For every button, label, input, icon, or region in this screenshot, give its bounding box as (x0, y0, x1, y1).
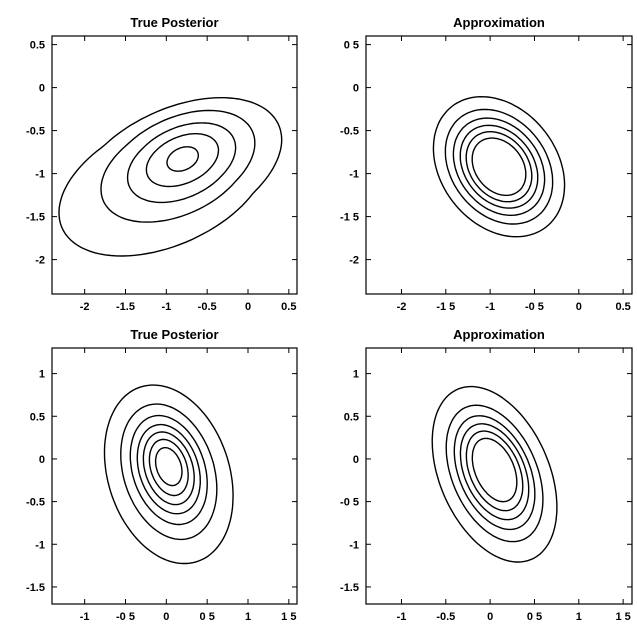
contour-line (58, 96, 283, 257)
contour-panel: True Posterior -2 -1.5 -1 -0.5 0 0.5 0.5 0 -0.5 -1… (26, 15, 298, 313)
axes-frame (365, 35, 633, 295)
x-tick-label: -1 (485, 301, 495, 313)
y-tick-label: -1 (35, 169, 45, 181)
y-tick-label: 1 (39, 369, 45, 381)
contour-line (471, 437, 518, 503)
x-tick-label: -0 5 (525, 301, 544, 313)
contour-line (136, 423, 202, 515)
y-tick-label: 1 (353, 369, 359, 381)
y-tick-label: -1.5 (26, 582, 45, 594)
contour-line (120, 403, 218, 541)
contour-panel: True Posterior -1 -0 5 0 0 5 1 1 5 1 0.5 0 -0.5 -1 -… (26, 327, 298, 623)
y-tick-label: -1 5 (340, 212, 359, 224)
contour-line (445, 404, 544, 543)
contour-line (431, 385, 558, 563)
contour-line (465, 430, 524, 512)
contour-line (452, 117, 546, 217)
x-tick-label: 1 5 (281, 611, 296, 623)
y-tick-label: -2 (349, 255, 359, 267)
y-tick-label: -1 (35, 539, 45, 551)
panel-title: Approximation (453, 327, 545, 342)
contour-line (148, 438, 189, 497)
y-tick-label: -0.5 (340, 126, 359, 138)
x-tick-label: 0 5 (200, 611, 215, 623)
contour-line (459, 124, 539, 209)
y-tick-label: 0 (39, 83, 45, 95)
y-tick-label: -0 5 (340, 497, 359, 509)
x-tick-label: -2 (80, 301, 90, 313)
contour-line (444, 108, 554, 225)
x-tick-label: 0 (487, 611, 493, 623)
y-tick-label: -2 (35, 255, 45, 267)
y-tick-label: 0.5 (30, 40, 45, 52)
contour-line (100, 109, 256, 223)
y-tick-label: -1 (349, 169, 359, 181)
contour-line (432, 95, 566, 238)
contour-line (103, 384, 234, 565)
y-tick-label: -1.5 (340, 582, 359, 594)
contour-line (459, 423, 530, 521)
contour-panel: Approximation -2 -1 5 -1 -0 5 0 0.5 0 5 0 -0.5 -1 -… (340, 15, 633, 313)
axes-frame (365, 347, 633, 605)
contour-line (145, 132, 220, 188)
contour-line (465, 130, 533, 203)
x-tick-label: 1 (576, 611, 582, 623)
x-tick-label: 0 (576, 301, 582, 313)
y-tick-label: 0 5 (344, 40, 359, 52)
contour-line (154, 447, 183, 487)
x-tick-label: 0 5 (527, 611, 542, 623)
x-tick-label: -1.5 (116, 301, 135, 313)
y-tick-label: 0.5 (30, 411, 45, 423)
x-tick-label: -1 (397, 611, 407, 623)
x-tick-label: -1 5 (436, 301, 455, 313)
axes-frame (51, 347, 298, 605)
contour-line (142, 431, 195, 506)
x-tick-label: -0.5 (436, 611, 455, 623)
x-tick-label: 1 (245, 611, 251, 623)
y-tick-label: -1.5 (26, 212, 45, 224)
y-tick-label: 0.5 (344, 411, 359, 423)
y-tick-label: 0 (353, 454, 359, 466)
x-tick-label: 0.5 (615, 301, 630, 313)
y-tick-label: 0 (39, 454, 45, 466)
contour-line (166, 146, 200, 172)
panel-title: Approximation (453, 15, 545, 30)
contour-line (471, 137, 527, 197)
y-tick-label: -0.5 (26, 126, 45, 138)
x-tick-label: -1 (80, 611, 90, 623)
x-tick-label: -0.5 (198, 301, 217, 313)
x-tick-label: -1 (161, 301, 171, 313)
x-tick-label: 1 5 (615, 611, 630, 623)
panel-title: True Posterior (130, 327, 218, 342)
x-tick-label: 0 (245, 301, 251, 313)
contour-panel: Approximation -1 -0.5 0 0 5 1 1 5 1 0.5 0 -0 5 -1 -1… (340, 327, 633, 623)
contour-line (126, 122, 237, 204)
y-tick-label: -1 (349, 539, 359, 551)
y-tick-label: -0.5 (26, 497, 45, 509)
panel-title: True Posterior (130, 15, 218, 30)
contour-line (453, 415, 536, 531)
y-tick-label: 0 (353, 83, 359, 95)
axes-frame (51, 35, 298, 295)
x-tick-label: 0.5 (281, 301, 296, 313)
x-tick-label: -0 5 (116, 611, 135, 623)
x-tick-label: 0 (163, 611, 169, 623)
x-tick-label: -2 (397, 301, 407, 313)
contour-line (129, 414, 208, 526)
